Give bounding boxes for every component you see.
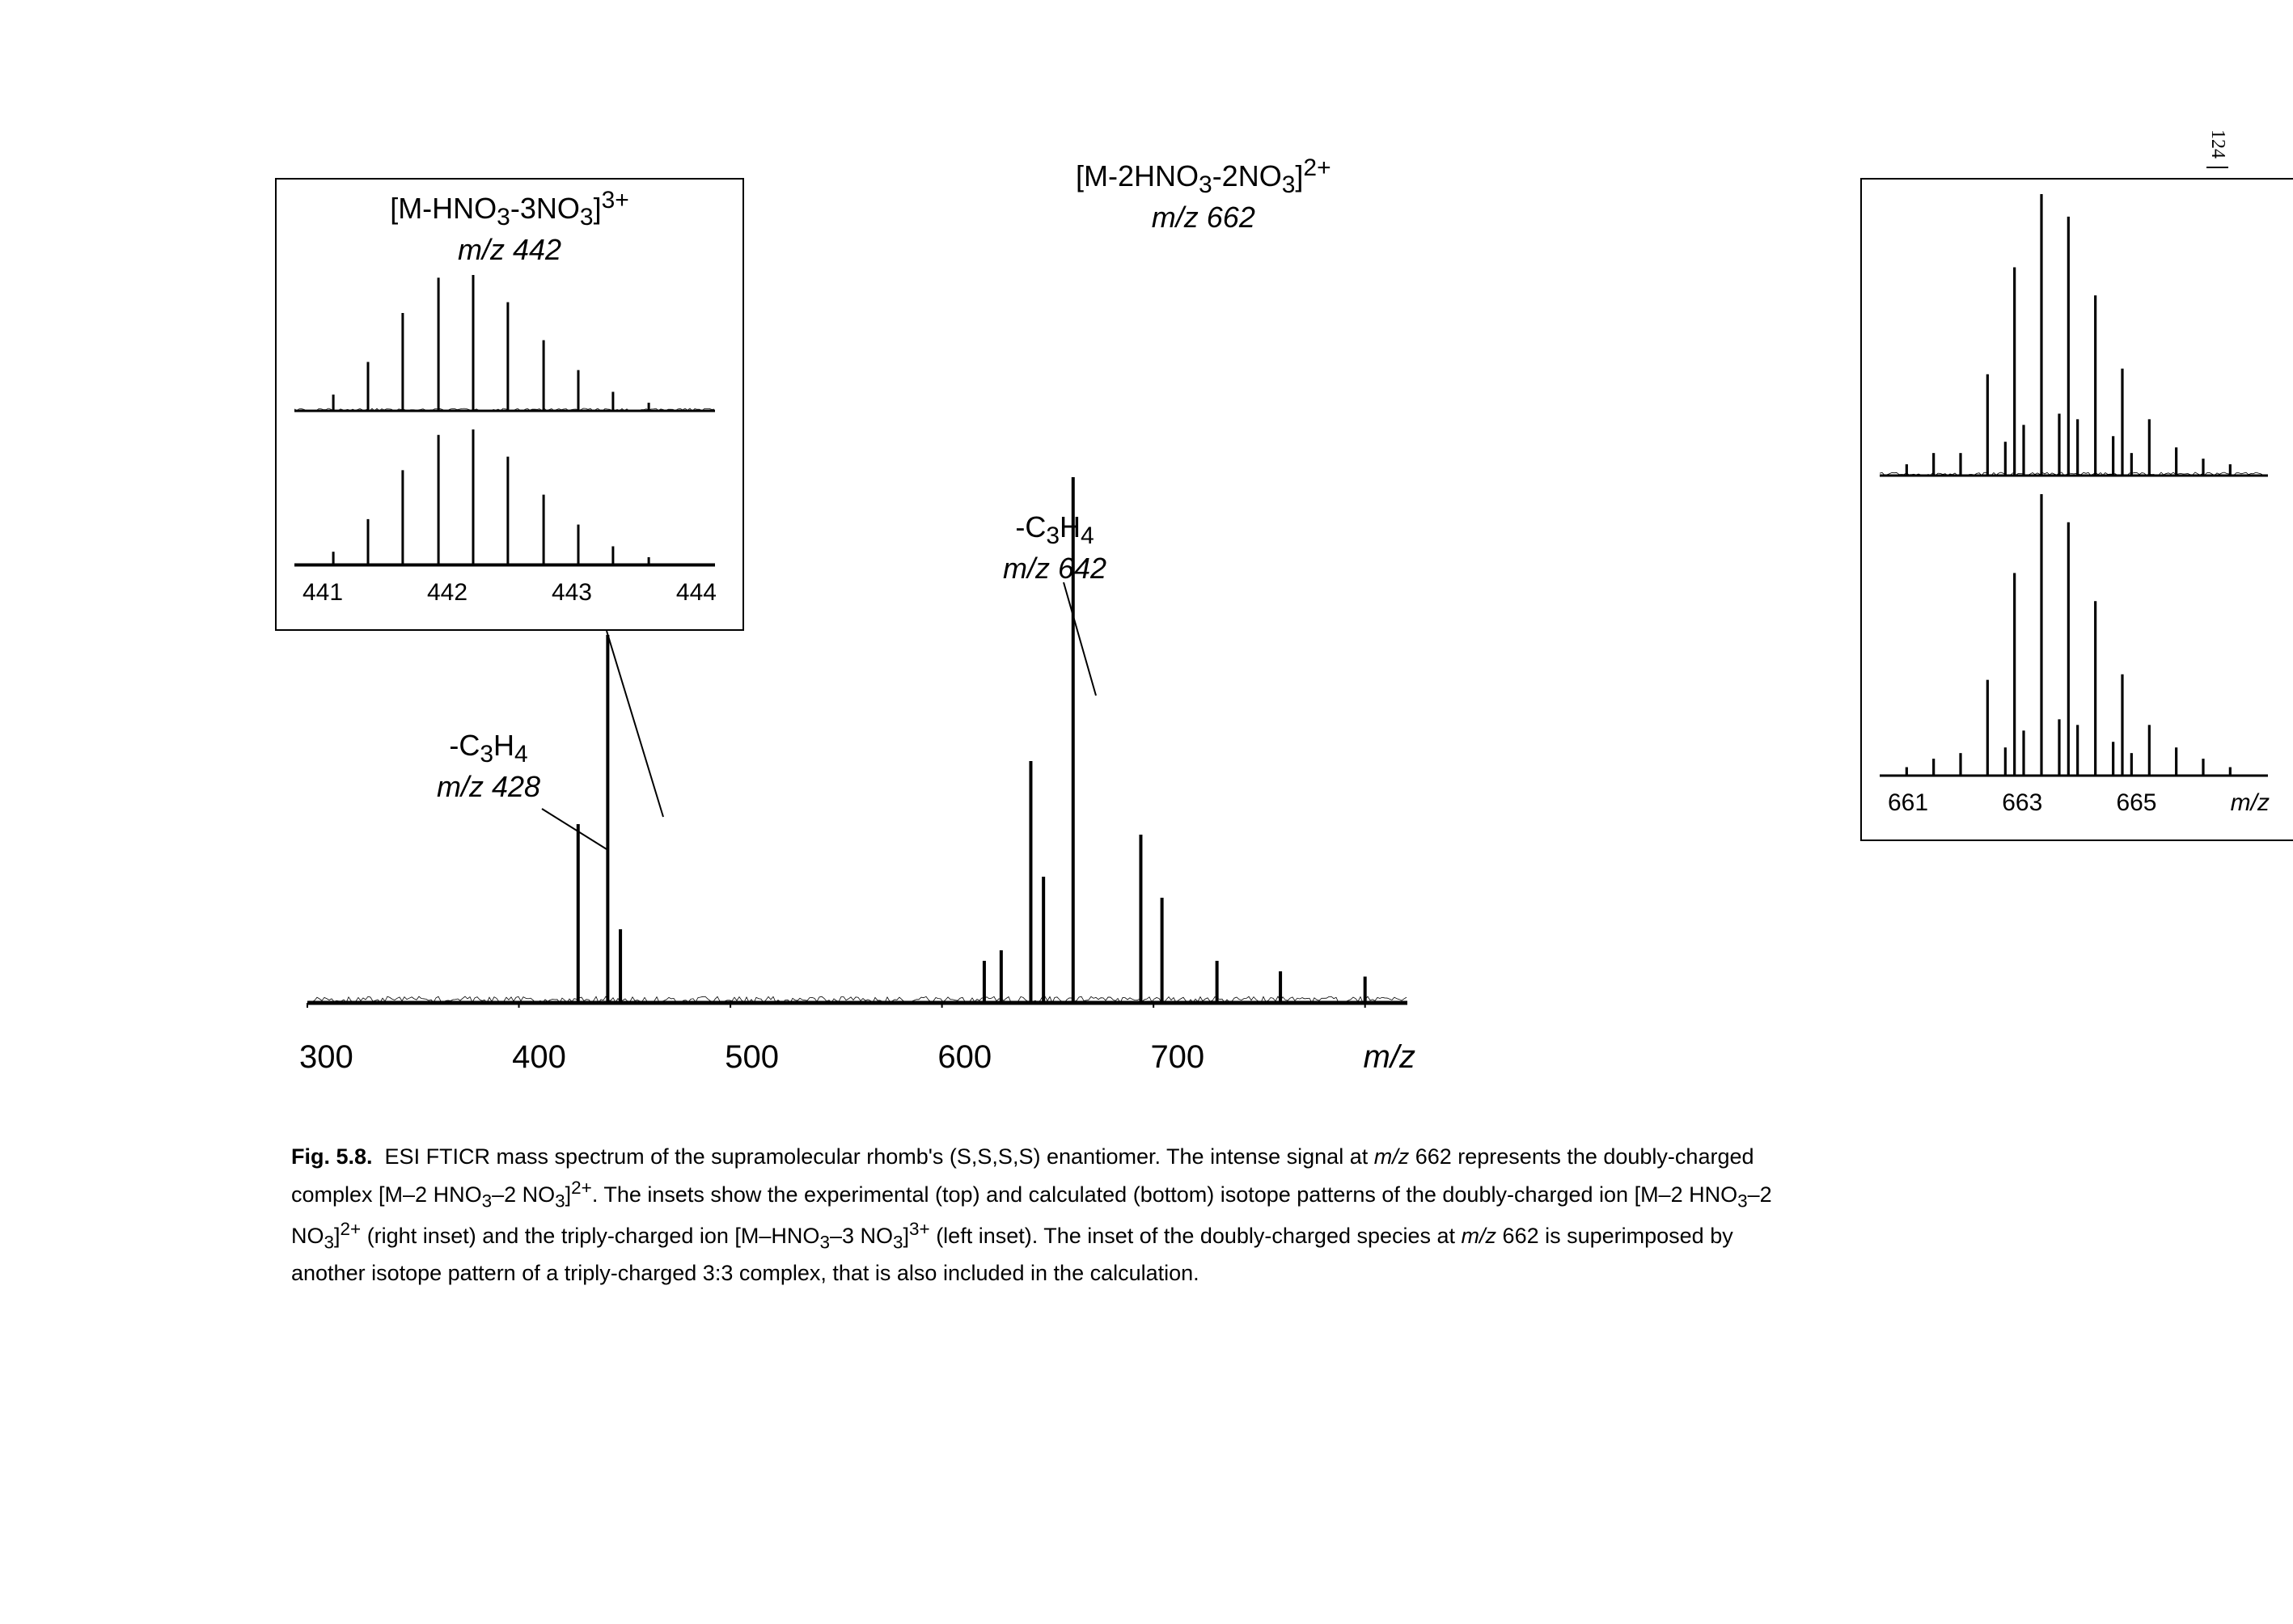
inset-left-title: [M-HNO3-3NO3]3+ m/z 442: [286, 186, 733, 267]
peak-label-662: [M-2HNO3-2NO3]2+ m/z 662: [1076, 154, 1331, 235]
peak-label-662-mz: m/z 662: [1152, 201, 1255, 234]
connector-inset-left: [574, 631, 704, 841]
peak-label-428: -C3H4 m/z 428: [437, 728, 540, 804]
figure-id: Fig. 5.8.: [291, 1144, 373, 1169]
main-xtick: 600: [937, 1039, 992, 1076]
figure-caption: Fig. 5.8. ESI FTICR mass spectrum of the…: [291, 1140, 1787, 1291]
figure-caption-text: ESI FTICR mass spectrum of the supramole…: [291, 1144, 1772, 1285]
peak-label-428-text: -C3H4: [449, 729, 527, 762]
main-xlabel: m/z: [1364, 1039, 1415, 1076]
figure-5-8: [M-HNO3-3NO3]3+ m/z 442 441442443444 300…: [291, 178, 1860, 1068]
inset-left-mz: m/z 442: [458, 233, 561, 266]
peak-label-642: -C3H4 m/z 642: [1003, 510, 1106, 586]
inset-right-experimental: [1872, 191, 2276, 482]
inset-right-calculated: [1872, 491, 2276, 782]
main-xtick: 400: [512, 1039, 566, 1076]
page-number: 124: [2206, 129, 2228, 168]
main-xtick: 300: [299, 1039, 353, 1076]
main-xtick: 500: [725, 1039, 779, 1076]
inset-left-formula: [M-HNO3-3NO3]3+: [390, 192, 629, 225]
main-xaxis: 300 400 500 600 700 m/z: [291, 1039, 1424, 1076]
inset-right-xaxis: 661 663 665 m/z: [1872, 786, 2286, 817]
main-xtick: 700: [1150, 1039, 1204, 1076]
peak-label-642-mz: m/z 642: [1003, 552, 1106, 585]
connector-642: [1051, 582, 1116, 712]
inset-right-xtick: 663: [2002, 789, 2042, 817]
inset-right-xtick: 661: [1888, 789, 1928, 817]
inset-right-xlabel: m/z: [2231, 789, 2270, 817]
peak-label-428-mz: m/z 428: [437, 770, 540, 803]
inset-right-xtick: 665: [2116, 789, 2156, 817]
inset-right: 661 663 665 m/z: [1860, 178, 2293, 841]
peak-label-642-text: -C3H4: [1015, 510, 1094, 543]
inset-left-experimental: [286, 272, 723, 417]
